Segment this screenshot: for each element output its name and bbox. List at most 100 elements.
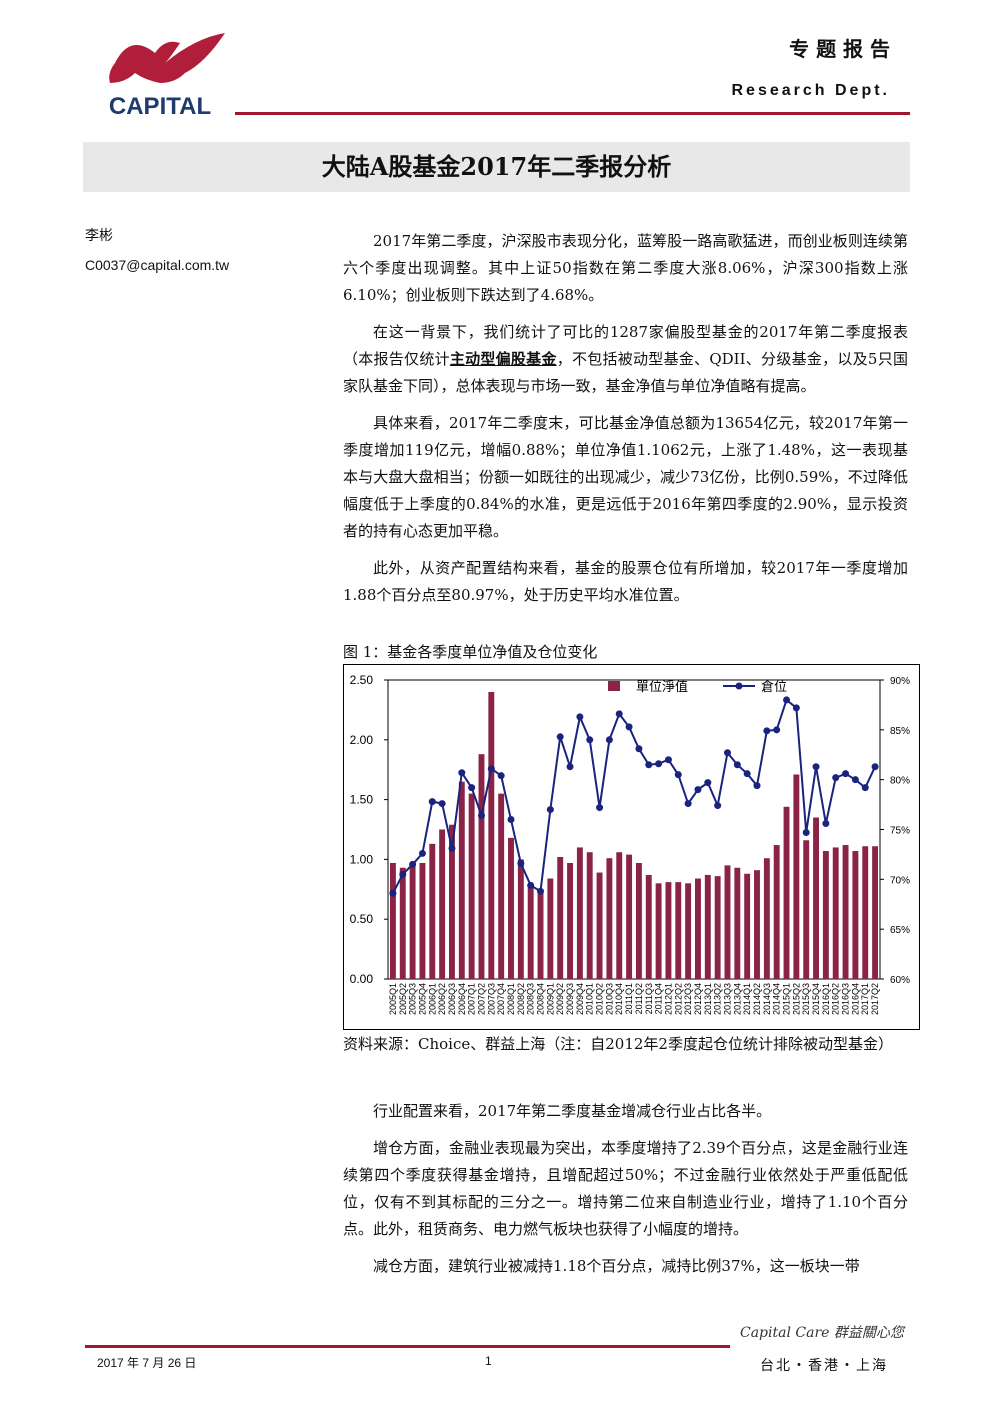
y2-tick-label: 70%	[890, 875, 910, 886]
paragraph: 增仓方面，金融业表现最为突出，本季度增持了2.39个百分点，这是金融行业连续第四…	[343, 1135, 908, 1243]
bar	[793, 774, 800, 979]
bar	[399, 867, 406, 979]
y-tick-label: 1.00	[350, 852, 374, 866]
text-run: 2017年第二季度，沪深股市表现分化，蓝筹股一路高歌猛进，而创业板则连续第六个季…	[343, 232, 908, 304]
bar	[773, 845, 780, 979]
line-point	[409, 860, 417, 868]
bar	[645, 874, 652, 979]
line-point	[458, 769, 466, 777]
line-point	[556, 733, 564, 741]
bar	[852, 851, 859, 979]
x-tick-label: 2015Q1	[782, 983, 792, 1015]
y2-tick-label: 90%	[890, 676, 910, 687]
bar	[458, 781, 465, 979]
line-point	[527, 881, 535, 889]
x-tick-label: 2015Q4	[811, 983, 821, 1015]
line-point	[497, 772, 505, 780]
bar	[872, 846, 879, 979]
bar	[655, 883, 662, 979]
bar	[763, 858, 770, 979]
x-tick-label: 2010Q1	[585, 983, 595, 1015]
x-tick-label: 2007Q1	[467, 983, 477, 1015]
x-tick-label: 2012Q2	[673, 983, 683, 1015]
x-tick-label: 2010Q2	[595, 983, 605, 1015]
line-point	[645, 761, 653, 769]
line-point	[694, 786, 702, 794]
bar	[754, 870, 760, 979]
body-after: 行业配置来看，2017年第二季度基金增减仓行业占比各半。增仓方面，金融业表现最为…	[343, 1098, 908, 1290]
bar	[586, 852, 593, 979]
text-run: 在这一背景下，我们统计了可比的1287家偏股型基金的2017年第二季度报表（本报…	[343, 323, 908, 368]
bar	[606, 858, 613, 979]
bar	[547, 878, 554, 979]
x-tick-label: 2012Q1	[663, 983, 673, 1015]
header-rule	[235, 112, 910, 115]
bar	[714, 876, 721, 979]
x-tick-label: 2011Q1	[624, 983, 634, 1014]
x-tick-label: 2016Q3	[841, 983, 851, 1015]
line-point	[635, 745, 643, 753]
line-point	[753, 782, 761, 790]
y-tick-label: 1.50	[350, 793, 374, 807]
bar	[419, 862, 426, 979]
y2-tick-label: 75%	[890, 826, 910, 837]
line-point	[812, 763, 820, 771]
text-run: 此外，从资产配置结构来看，基金的股票仓位有所增加，较2017年一季度增加1.88…	[343, 559, 908, 604]
chart: 0.00 0.50 1.00 1.50 2.00 2.50 60% 65% 70% 75% 80% 8…	[343, 664, 920, 1030]
page-number: 1	[485, 1354, 492, 1368]
x-tick-label: 2007Q4	[496, 983, 506, 1015]
x-tick-label: 2006Q3	[447, 983, 457, 1015]
line-point	[468, 784, 476, 792]
text-run: 增仓方面，金融业表现最为突出，本季度增持了2.39个百分点，这是金融行业连续第四…	[343, 1139, 908, 1238]
x-tick-label: 2011Q4	[654, 983, 664, 1014]
x-tick-label: 2005Q1	[388, 983, 398, 1015]
x-tick-label: 2016Q2	[831, 983, 841, 1015]
bar	[822, 851, 829, 979]
line-point	[448, 844, 456, 852]
text-run: 具体来看，2017年二季度末，可比基金净值总额为13654亿元，较2017年第一…	[343, 414, 908, 540]
bar	[626, 854, 633, 979]
bar	[449, 824, 455, 979]
doc-title: 大陆A股基金2017年二季报分析	[83, 142, 910, 192]
bar	[508, 837, 514, 979]
logo: CAPITAL	[85, 28, 235, 120]
bar	[813, 817, 819, 979]
line-point	[733, 761, 741, 769]
line-point	[477, 812, 485, 820]
line-point	[743, 770, 751, 778]
x-tick-label: 2014Q3	[762, 983, 772, 1015]
line-point	[487, 765, 495, 773]
footer-rule	[85, 1345, 730, 1348]
logo-text: CAPITAL	[109, 93, 211, 118]
x-tick-label: 2008Q2	[516, 983, 526, 1015]
dept: Research Dept.	[731, 82, 890, 99]
bar	[409, 865, 416, 979]
paragraph: 2017年第二季度，沪深股市表现分化，蓝筹股一路高歌猛进，而创业板则连续第六个季…	[343, 228, 908, 309]
line-point	[566, 763, 574, 771]
footer-date: 2017 年 7 月 26 日	[97, 1356, 197, 1370]
line-point	[723, 749, 731, 757]
x-tick-label: 2006Q2	[437, 983, 447, 1015]
line-point	[576, 713, 584, 721]
paragraph: 行业配置来看，2017年第二季度基金增减仓行业占比各半。	[343, 1098, 908, 1125]
footer-cities: 台北・香港・上海	[760, 1358, 888, 1374]
bar	[695, 878, 701, 979]
line-point	[822, 820, 830, 828]
bar	[527, 885, 534, 979]
x-tick-label: 2014Q2	[752, 983, 762, 1015]
x-tick-label: 2009Q3	[565, 983, 575, 1015]
bar	[488, 691, 495, 979]
bar	[468, 793, 475, 979]
emphasis: 主动型偏股基金	[449, 350, 557, 368]
bar	[596, 872, 603, 979]
footer-brand: Capital Care 群益關心您	[740, 1325, 904, 1341]
line-point	[507, 816, 515, 824]
x-tick-label: 2007Q2	[476, 983, 486, 1015]
bar	[635, 862, 642, 979]
line-point	[832, 774, 840, 782]
x-tick-label: 2005Q2	[398, 983, 408, 1015]
x-tick-label: 2016Q1	[821, 983, 831, 1015]
bar	[498, 793, 505, 979]
x-tick-label: 2013Q3	[722, 983, 732, 1015]
